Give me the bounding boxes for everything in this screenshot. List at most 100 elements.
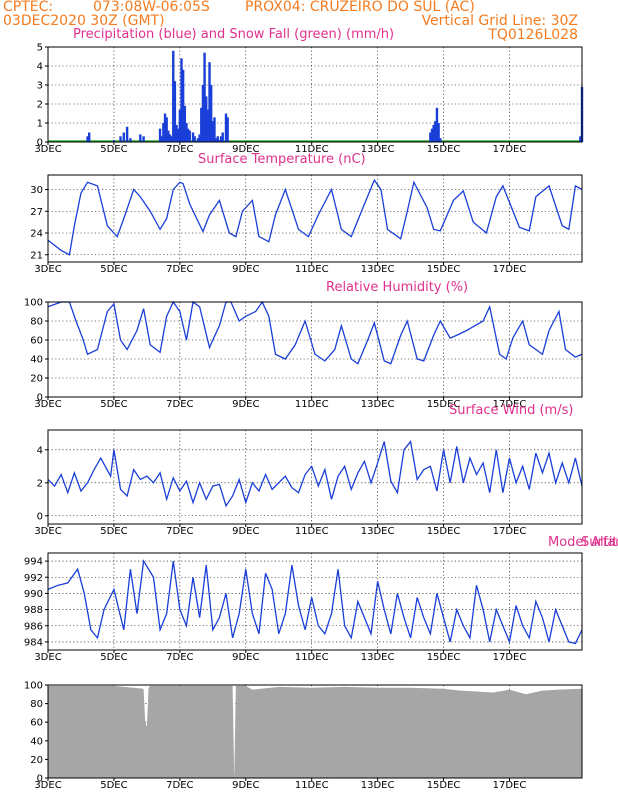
panel4-ytick-label: 0 xyxy=(37,511,43,522)
panel2-ytick-label: 30 xyxy=(30,185,43,196)
panel4-ytick-label: 2 xyxy=(37,478,43,489)
panel1-bar xyxy=(158,128,162,142)
panel1-frame xyxy=(47,46,583,143)
panel1-ytick-label: 2 xyxy=(37,100,43,111)
panel3-xtick-label: 13DEC xyxy=(361,399,395,410)
panel2-xtick-label: 5DEC xyxy=(100,264,127,275)
panel5-xtick-label: 11DEC xyxy=(295,652,329,663)
panel1-bar xyxy=(172,50,175,142)
panel1-bar xyxy=(112,140,116,142)
panel2-ytick-label: 21 xyxy=(30,250,43,261)
panel1-bar xyxy=(183,105,186,142)
panel6-ytick-label: 0 xyxy=(37,774,43,785)
panel3-ytick-label: 80 xyxy=(30,317,43,328)
panel1-xtick-label: 11DEC xyxy=(295,144,329,155)
panel2-xtick-label: 13DEC xyxy=(361,264,395,275)
panel1-ytick-label: 4 xyxy=(37,62,43,73)
panel6-frame xyxy=(47,684,583,779)
panel5-ytick-label: 986 xyxy=(24,621,43,632)
panel5-xtick-label: 17DEC xyxy=(493,652,527,663)
panel5-ytick-label: 990 xyxy=(24,589,43,600)
panel6-xtick-label: 7DEC xyxy=(166,780,193,791)
panel1-ytick-label: 1 xyxy=(37,119,43,130)
panel1-ytick-label: 3 xyxy=(37,81,43,92)
header-source: CPTEC: xyxy=(3,0,54,15)
panel5-frame xyxy=(47,552,583,651)
panel5-ytick-label: 994 xyxy=(24,557,43,568)
panel1-bar xyxy=(201,85,205,142)
panel4-title: Surface Wind (m/s) xyxy=(449,403,573,418)
panel1-bar xyxy=(432,124,435,142)
panel5-title: Surface Pressure (hPa) xyxy=(581,535,618,550)
chart-header: CPTEC: 073:08W-06:05S PROX04: CRUZEIRO D… xyxy=(0,0,618,48)
panel1-bar xyxy=(122,132,126,142)
panel1-bar xyxy=(168,134,172,142)
panel1-bar xyxy=(191,132,195,142)
panel3-xtick-label: 17DEC xyxy=(493,399,527,410)
panel1-bar xyxy=(434,121,437,142)
panel1-bar xyxy=(198,134,201,142)
panel1-bar xyxy=(163,113,167,142)
panel1-xtick-label: 5DEC xyxy=(100,144,127,155)
panel6-xtick-label: 9DEC xyxy=(232,780,259,791)
panel1-bar xyxy=(200,107,203,142)
panel1-bar xyxy=(216,136,219,142)
panel1-bar xyxy=(167,130,170,142)
panel6-xtick-label: 15DEC xyxy=(427,780,461,791)
panel1-bar xyxy=(178,109,182,142)
panel3-frame xyxy=(47,301,583,398)
panel5-xtick-label: 5DEC xyxy=(100,652,127,663)
panel2-series-line xyxy=(47,178,583,256)
panel2-xtick-label: 9DEC xyxy=(232,264,259,275)
panel1-bar xyxy=(175,124,178,142)
panel5-series-line xyxy=(47,559,583,645)
panel5-ytick-label: 984 xyxy=(24,637,43,648)
panel6-ytick-label: 40 xyxy=(30,736,43,747)
panel1-bar xyxy=(160,136,163,142)
panel1-bar xyxy=(181,69,185,142)
panel1-bar xyxy=(125,126,129,142)
panel1-bar xyxy=(193,136,196,142)
panel3-xtick-label: 9DEC xyxy=(232,399,259,410)
panel1-bar xyxy=(185,123,188,142)
panel6-xtick-label: 5DEC xyxy=(100,780,127,791)
panel1-bar xyxy=(221,132,224,142)
panel3-xtick-label: 5DEC xyxy=(100,399,127,410)
panel5-xtick-label: 15DEC xyxy=(427,652,461,663)
panel1-bar xyxy=(86,136,89,142)
panel5-xtick-label: 3DEC xyxy=(34,652,61,663)
panel1-bar xyxy=(429,132,432,142)
panel1-bar xyxy=(437,123,440,142)
panel1-bar xyxy=(203,52,206,143)
panel4-xtick-label: 7DEC xyxy=(166,526,193,537)
panel1-bar xyxy=(188,130,191,142)
panel6-xtick-label: 13DEC xyxy=(361,780,395,791)
panel3-xtick-label: 3DEC xyxy=(34,399,61,410)
panel1-bar xyxy=(211,121,215,142)
panel1-ytick-label: 0 xyxy=(37,138,43,149)
panel1-bar xyxy=(180,58,183,142)
panel1-bar xyxy=(435,107,439,142)
panel3-xtick-label: 15DEC xyxy=(427,399,461,410)
panel1-bar xyxy=(219,136,223,142)
panel1-ytick-label: 5 xyxy=(37,43,43,54)
panel6-ytick-label: 20 xyxy=(30,755,43,766)
panel4-frame xyxy=(47,429,583,525)
panel1-bar xyxy=(579,136,582,142)
panel5-ytick-label: 992 xyxy=(24,573,43,584)
panel2-xtick-label: 17DEC xyxy=(493,264,527,275)
panel2-title: Surface Temperature (nC) xyxy=(198,152,366,167)
panel6-area xyxy=(48,685,582,778)
panel5-ytick-label: 988 xyxy=(24,605,43,616)
panel1-bar xyxy=(196,138,200,142)
panel1-xtick-label: 3DEC xyxy=(34,144,61,155)
panel1-bar xyxy=(218,140,221,142)
panel4-ytick-label: 4 xyxy=(37,445,43,456)
panel1-bar xyxy=(186,128,190,142)
panel2-ytick-label: 27 xyxy=(30,207,43,218)
panel3-xtick-label: 7DEC xyxy=(166,399,193,410)
panel6-xtick-label: 11DEC xyxy=(295,780,329,791)
panel1-xtick-label: 15DEC xyxy=(427,144,461,155)
panel4-series-line xyxy=(47,440,583,508)
